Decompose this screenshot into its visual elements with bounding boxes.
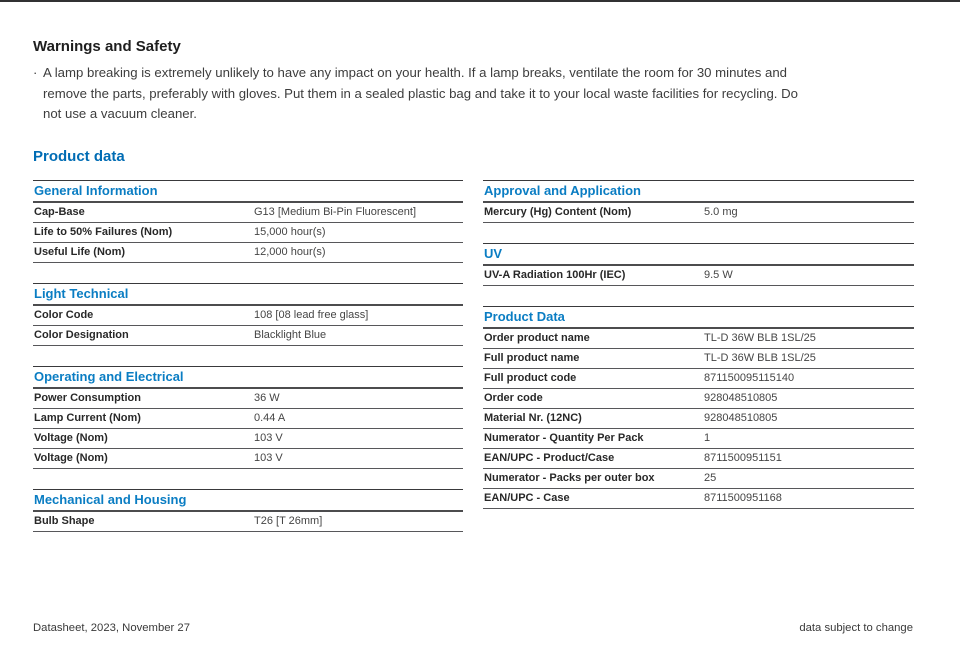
table-row: Useful Life (Nom) 12,000 hour(s) (33, 243, 463, 263)
row-label: Cap-Base (34, 205, 85, 218)
row-value: 928048510805 (704, 391, 778, 404)
row-label: Useful Life (Nom) (34, 245, 126, 258)
table-row: Full product name TL-D 36W BLB 1SL/25 (483, 349, 914, 369)
row-label: Numerator - Quantity Per Pack (484, 431, 644, 444)
warning-text: A lamp breaking is extremely unlikely to… (43, 63, 798, 125)
row-value: 12,000 hour(s) (254, 245, 326, 258)
row-value: TL-D 36W BLB 1SL/25 (704, 331, 816, 344)
table-section: Product Data Order product name TL-D 36W B… (483, 305, 914, 509)
row-value: TL-D 36W BLB 1SL/25 (704, 351, 816, 364)
table-row: EAN/UPC - Product/Case 8711500951151 (483, 449, 914, 469)
table-row: Bulb Shape T26 [T 26mm] (33, 512, 463, 532)
row-label: Full product name (484, 351, 580, 364)
product-data-title: Product data (33, 147, 125, 165)
footer-datasheet-date: Datasheet, 2023, November 27 (33, 622, 190, 634)
row-value: 5.0 mg (704, 205, 738, 218)
row-label: Order product name (484, 331, 590, 344)
row-value: 0.44 A (254, 411, 286, 424)
product-data-tables: General Information Cap-Base G13 [Medium B… (33, 179, 914, 552)
row-label: Color Designation (34, 328, 129, 341)
section-title: Mechanical and Housing (33, 488, 463, 512)
table-row: Voltage (Nom) 103 V (33, 449, 463, 469)
table-section: General Information Cap-Base G13 [Medium B… (33, 179, 463, 263)
table-row: Numerator - Quantity Per Pack 1 (483, 429, 914, 449)
row-value: 103 V (254, 431, 283, 444)
page-footer: Datasheet, 2023, November 27 data subjec… (33, 622, 913, 634)
row-value: G13 [Medium Bi-Pin Fluorescent] (254, 205, 417, 218)
row-label: EAN/UPC - Product/Case (484, 451, 615, 464)
row-value: 871150095115140 (704, 371, 795, 384)
row-value: 1 (704, 431, 711, 444)
table-section: Approval and Application Mercury (Hg) Con… (483, 179, 914, 223)
table-section: Light Technical Color Code 108 [08 lead fr… (33, 282, 463, 346)
row-label: Numerator - Packs per outer box (484, 471, 655, 484)
warning-bullet-item: · A lamp breaking is extremely unlikely … (33, 63, 914, 125)
section-title: Approval and Application (483, 179, 914, 203)
row-value: 8711500951168 (704, 491, 782, 504)
row-value: 928048510805 (704, 411, 778, 424)
row-label: EAN/UPC - Case (484, 491, 570, 504)
footer-disclaimer: data subject to change (799, 622, 913, 634)
table-row: Color Code 108 [08 lead free glass] (33, 306, 463, 326)
table-row: Material Nr. (12NC) 928048510805 (483, 409, 914, 429)
table-row: Life to 50% Failures (Nom) 15,000 hour(s) (33, 223, 463, 243)
table-row: Mercury (Hg) Content (Nom) 5.0 mg (483, 203, 914, 223)
table-row: Order product name TL-D 36W BLB 1SL/25 (483, 329, 914, 349)
warning-line: not use a vacuum cleaner. (43, 106, 197, 121)
row-value: T26 [T 26mm] (254, 514, 323, 527)
page-content: Warnings and Safety · A lamp breaking is… (0, 2, 960, 552)
table-row: Color Designation Blacklight Blue (33, 326, 463, 346)
warnings-title: Warnings and Safety (33, 38, 181, 55)
table-row: EAN/UPC - Case 8711500951168 (483, 489, 914, 509)
warning-line: remove the parts, preferably with gloves… (43, 85, 798, 101)
row-label: Material Nr. (12NC) (484, 411, 582, 424)
row-value: 8711500951151 (704, 451, 782, 464)
table-row: Voltage (Nom) 103 V (33, 429, 463, 449)
table-row: Full product code 871150095115140 (483, 369, 914, 389)
row-label: Life to 50% Failures (Nom) (34, 225, 173, 238)
row-label: UV-A Radiation 100Hr (IEC) (484, 268, 626, 281)
row-label: Full product code (484, 371, 577, 384)
row-label: Bulb Shape (34, 514, 95, 527)
row-label: Voltage (Nom) (34, 431, 108, 444)
section-title: Light Technical (33, 282, 463, 306)
row-label: Color Code (34, 308, 94, 321)
section-title: Product Data (483, 305, 914, 329)
tables-right-column: Approval and Application Mercury (Hg) Con… (483, 179, 914, 529)
row-value: Blacklight Blue (254, 328, 327, 341)
table-row: Power Consumption 36 W (33, 389, 463, 409)
section-title: General Information (33, 179, 463, 203)
row-value: 25 (704, 471, 717, 484)
table-section: UV UV-A Radiation 100Hr (IEC) 9.5 W (483, 242, 914, 286)
row-value: 15,000 hour(s) (254, 225, 326, 238)
top-border-rule (0, 0, 960, 2)
row-value: 108 [08 lead free glass] (254, 308, 369, 321)
section-title: Operating and Electrical (33, 365, 463, 389)
table-row: UV-A Radiation 100Hr (IEC) 9.5 W (483, 266, 914, 286)
section-title: UV (483, 242, 914, 266)
row-label: Order code (484, 391, 543, 404)
row-value: 9.5 W (704, 268, 733, 281)
row-value: 36 W (254, 391, 280, 404)
row-label: Mercury (Hg) Content (Nom) (484, 205, 632, 218)
row-label: Power Consumption (34, 391, 141, 404)
warning-line: A lamp breaking is extremely unlikely to… (43, 65, 788, 80)
table-section: Operating and Electrical Power Consumptio… (33, 365, 463, 469)
row-label: Lamp Current (Nom) (34, 411, 141, 424)
row-value: 103 V (254, 451, 283, 464)
table-section: Mechanical and Housing Bulb Shape T26 [T 2… (33, 488, 463, 532)
table-row: Cap-Base G13 [Medium Bi-Pin Fluorescent] (33, 203, 463, 223)
bullet-glyph: · (33, 65, 38, 80)
table-row: Numerator - Packs per outer box 25 (483, 469, 914, 489)
table-row: Order code 928048510805 (483, 389, 914, 409)
tables-left-column: General Information Cap-Base G13 [Medium B… (33, 179, 463, 552)
table-row: Lamp Current (Nom) 0.44 A (33, 409, 463, 429)
row-label: Voltage (Nom) (34, 451, 108, 464)
